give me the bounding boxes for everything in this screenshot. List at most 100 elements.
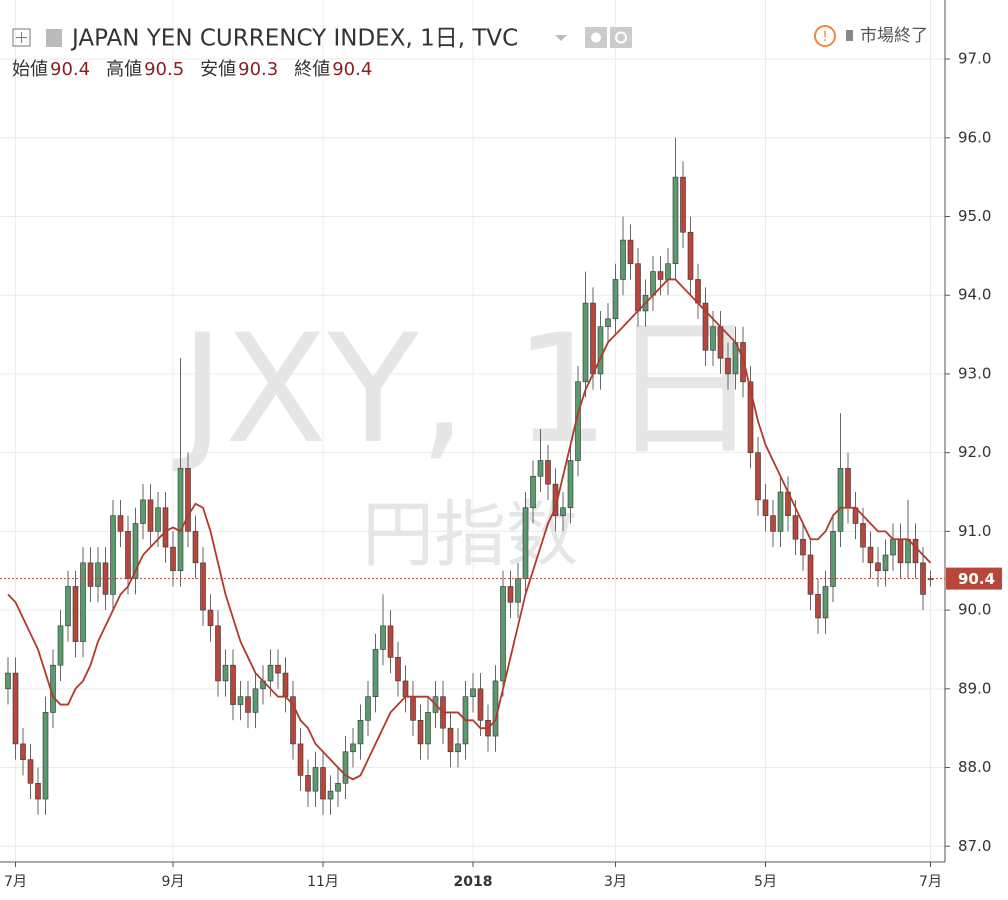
candle-body xyxy=(222,664,229,682)
candle-body xyxy=(912,538,919,564)
y-tick-label: 89.0 xyxy=(958,679,991,697)
settings-icon[interactable] xyxy=(610,27,632,48)
candle-body xyxy=(702,302,709,351)
candle-body xyxy=(882,554,889,572)
candle-body xyxy=(57,625,64,666)
candle-body xyxy=(402,680,409,697)
status-icon xyxy=(846,30,853,41)
candle-body xyxy=(267,664,274,682)
settings-icon xyxy=(615,31,627,44)
candle-body xyxy=(492,680,499,737)
price-axis-bg xyxy=(945,0,1008,900)
candle-body xyxy=(365,696,371,721)
candle-body xyxy=(455,743,461,753)
time-axis-bg xyxy=(0,862,945,900)
candle-body xyxy=(695,279,701,304)
candle-body xyxy=(815,594,821,619)
candle-body xyxy=(372,649,379,697)
candle-body xyxy=(627,239,634,265)
y-tick-label: 93.0 xyxy=(958,364,991,382)
candle-body xyxy=(567,460,574,509)
y-tick-label: 88.0 xyxy=(958,758,991,776)
ohlc-legend: 始値 90.4 高値 90.5 安値 90.3 終値 90.4 xyxy=(12,59,372,80)
ohlc-label: 終値 xyxy=(294,59,330,80)
dropdown-icon[interactable] xyxy=(555,35,567,41)
x-tick-label: 7月 xyxy=(919,874,942,890)
x-tick-label: 9月 xyxy=(162,874,185,890)
candle-body xyxy=(417,720,424,745)
candle-body xyxy=(590,302,596,375)
candle-body xyxy=(147,499,154,532)
candle-body xyxy=(710,326,716,351)
candle-body xyxy=(792,515,799,540)
candle-body xyxy=(282,672,289,697)
candle-body xyxy=(140,499,146,524)
candle-body xyxy=(335,782,341,792)
candle-body xyxy=(117,515,124,532)
candle-body xyxy=(867,546,874,564)
candle-body xyxy=(725,357,731,375)
candle-body xyxy=(170,546,176,572)
candle-body xyxy=(275,664,281,674)
alert-icon xyxy=(814,25,836,47)
expand-icon[interactable] xyxy=(12,28,31,47)
candle-body xyxy=(27,759,34,784)
candle-body xyxy=(87,562,94,587)
y-tick-label: 97.0 xyxy=(958,50,991,68)
candle-body xyxy=(507,586,514,603)
candle-body xyxy=(245,696,251,713)
candle-body xyxy=(687,231,694,280)
candle-body xyxy=(582,302,589,383)
candle-body xyxy=(290,696,296,745)
moving-average xyxy=(7,278,932,781)
candle-body xyxy=(20,743,26,760)
x-tick-label: 3月 xyxy=(604,874,627,890)
y-tick-label: 94.0 xyxy=(958,286,991,304)
candle-body xyxy=(387,625,394,658)
candle-body xyxy=(80,562,86,642)
ohlc-value: 90.4 xyxy=(332,59,372,80)
candle-body xyxy=(537,460,544,477)
candle-body xyxy=(845,468,851,509)
candle-body xyxy=(807,554,814,595)
candle-body xyxy=(192,531,199,564)
candle-body xyxy=(612,279,619,320)
price-label: 90.4 xyxy=(958,570,995,588)
candle-body xyxy=(770,515,776,532)
candle-body xyxy=(185,468,191,532)
candle-body xyxy=(125,531,131,579)
x-tick-label: 2018 xyxy=(454,874,493,890)
ohlc-label: 始値 xyxy=(12,59,48,80)
candle-body xyxy=(800,538,806,556)
candle-body xyxy=(657,271,664,280)
candle-body xyxy=(35,782,41,800)
candle-body xyxy=(395,657,401,682)
candle-body xyxy=(425,712,431,745)
candle-body xyxy=(410,696,416,721)
candle-body xyxy=(297,743,304,776)
candle-body xyxy=(42,712,49,800)
ohlc-label: 高値 xyxy=(106,59,142,80)
candle-body xyxy=(830,531,836,587)
y-tick-label: 91.0 xyxy=(958,522,991,540)
header: JAPAN YEN CURRENCY INDEX, 1日, TVC ! 市場終了… xyxy=(12,25,928,80)
candle-body xyxy=(875,562,881,572)
candle-body xyxy=(12,672,19,745)
candle-body xyxy=(762,499,769,516)
candle-body xyxy=(717,326,724,359)
y-tick-label: 92.0 xyxy=(958,443,991,461)
ohlc-value: 90.4 xyxy=(50,59,90,80)
alert-icon: ! xyxy=(822,29,828,45)
ohlc-label: 安値 xyxy=(200,59,236,80)
candle-body xyxy=(95,562,101,587)
candle-body xyxy=(237,696,244,705)
candle-body xyxy=(755,452,761,501)
candle-body xyxy=(905,538,911,564)
candle-body xyxy=(822,586,829,619)
x-tick-label: 5月 xyxy=(754,874,777,890)
flag-icon xyxy=(46,29,62,47)
candle-body xyxy=(357,720,364,745)
candle-body xyxy=(305,775,311,792)
candle-body xyxy=(837,468,844,532)
